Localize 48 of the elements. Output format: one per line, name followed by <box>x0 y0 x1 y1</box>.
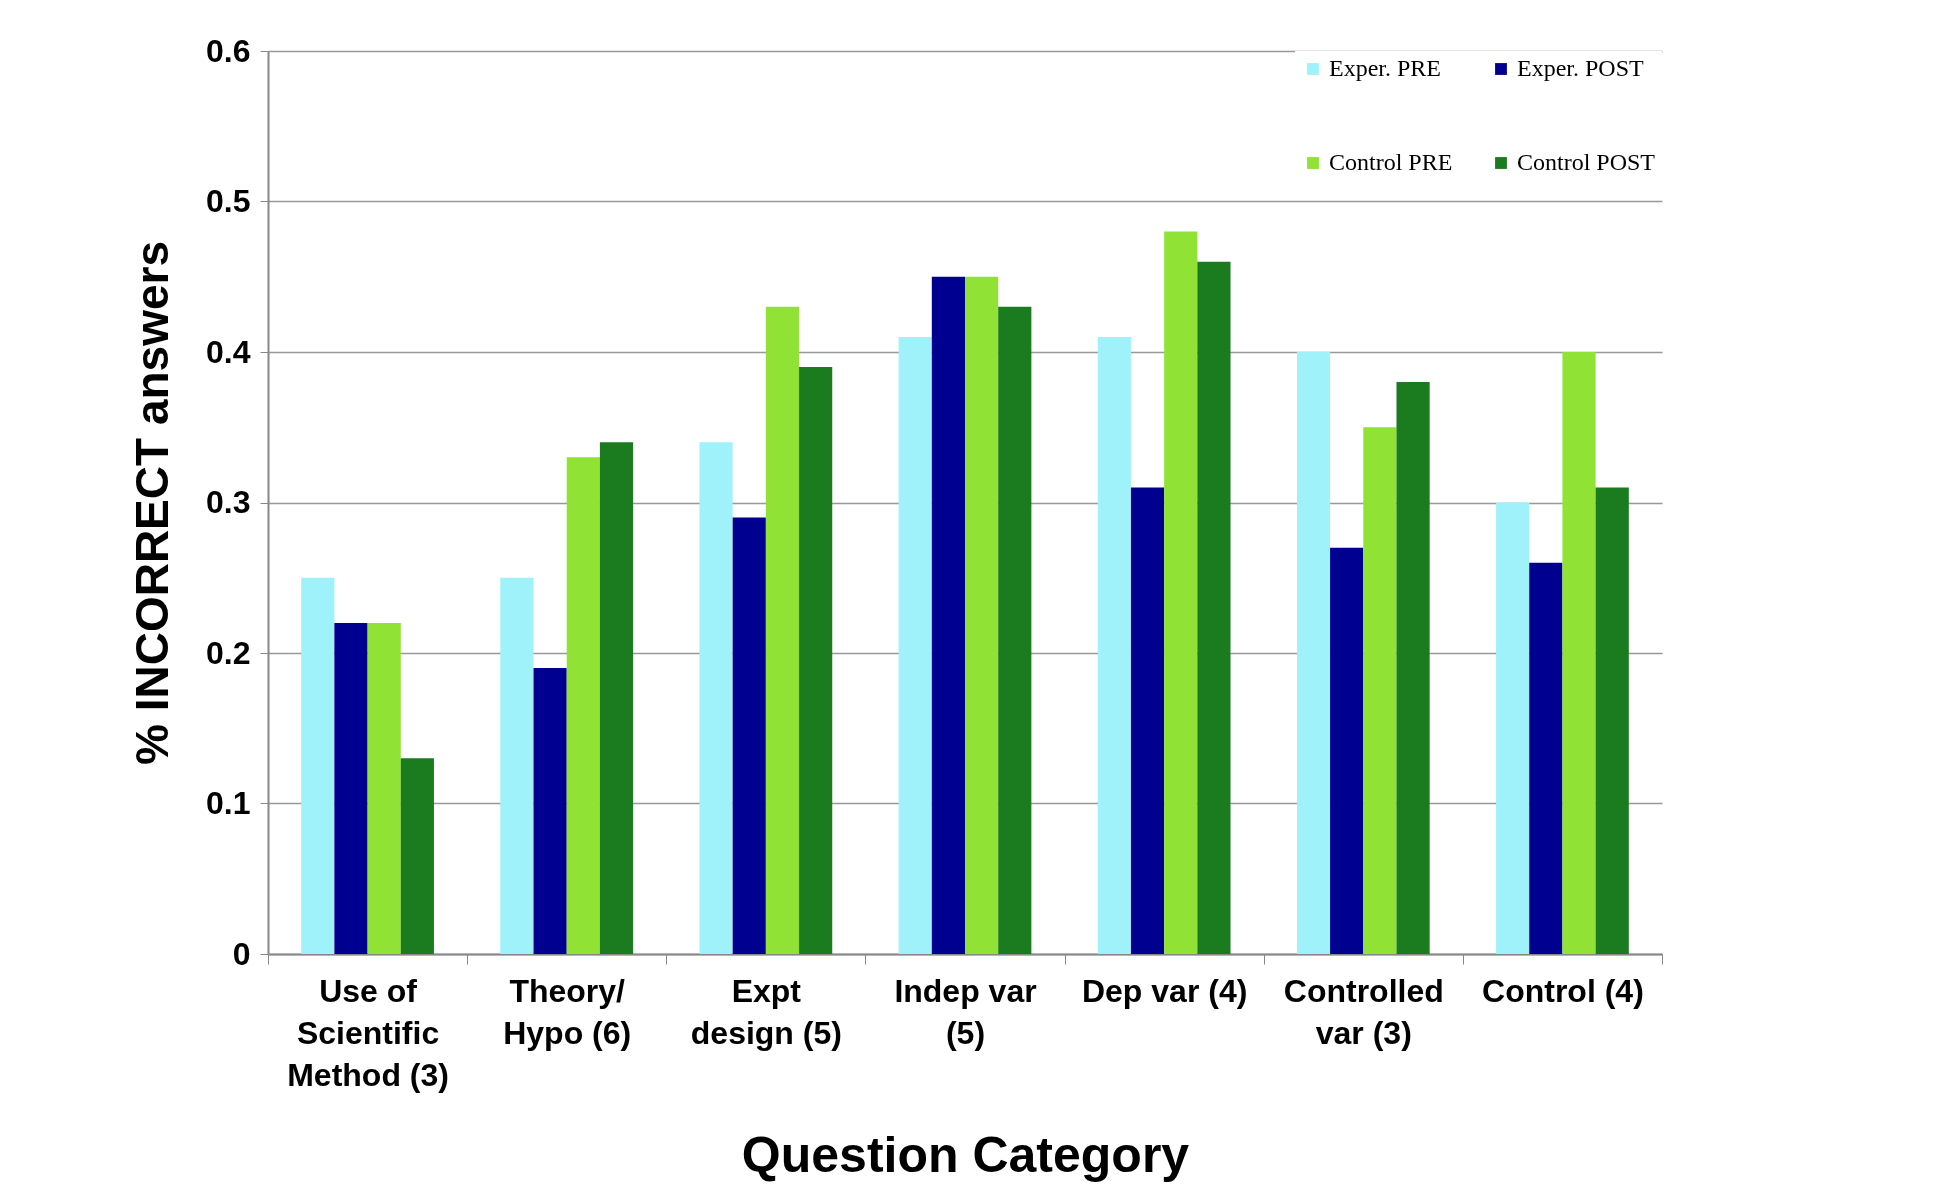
bar <box>998 306 1032 954</box>
y-tick-label: 0.6 <box>206 32 251 69</box>
y-tick-label: 0.4 <box>206 333 251 370</box>
y-tick-label: 0 <box>232 935 251 972</box>
bar <box>599 442 634 954</box>
bar <box>400 758 434 954</box>
x-tick-label: Use of Scientific Method (3) <box>287 972 449 1093</box>
legend-label: Control POST <box>1517 149 1656 175</box>
y-tick-label: 0.1 <box>206 785 251 821</box>
bar <box>301 577 335 954</box>
bar <box>533 668 567 954</box>
bar <box>500 577 534 954</box>
bar <box>732 517 766 954</box>
legend-label: Exper. POST <box>1517 55 1645 81</box>
bar <box>1296 352 1331 954</box>
bar <box>1097 336 1131 954</box>
x-tick-label: Controlled var (3) <box>1283 972 1444 1051</box>
bar <box>1496 502 1530 954</box>
x-tick-label: Indep var (5) <box>894 972 1037 1051</box>
bar <box>1529 562 1563 954</box>
bar <box>898 336 932 954</box>
bar <box>1595 487 1629 954</box>
y-tick-label: 0.3 <box>206 484 251 520</box>
bar <box>334 622 368 954</box>
x-axis-title: Question Category <box>741 1126 1190 1183</box>
bar <box>799 367 833 954</box>
bar <box>367 622 401 954</box>
bar <box>566 457 600 954</box>
bar <box>699 442 733 954</box>
legend-label: Exper. PRE <box>1329 55 1441 81</box>
bar <box>1562 352 1596 954</box>
y-axis-title: % INCORRECT answers <box>126 240 179 766</box>
bar <box>1330 547 1364 954</box>
y-tick-label: 0.2 <box>206 634 251 671</box>
y-tick-label: 0.5 <box>206 183 251 219</box>
legend-label: Control PRE <box>1329 149 1453 175</box>
x-tick-label: Theory/ Hypo (6) <box>503 972 632 1051</box>
bar <box>1164 231 1198 954</box>
bar <box>931 276 965 954</box>
bar <box>765 306 800 954</box>
bar <box>1130 487 1165 954</box>
bar <box>1396 382 1430 954</box>
x-tick-label: Control (4) <box>1482 972 1644 1009</box>
bar <box>965 276 999 954</box>
bar <box>1363 427 1397 954</box>
x-tick-label: Dep var (4) <box>1081 972 1248 1009</box>
x-tick-label: Expt design (5) <box>690 972 842 1051</box>
bar <box>1197 261 1231 954</box>
